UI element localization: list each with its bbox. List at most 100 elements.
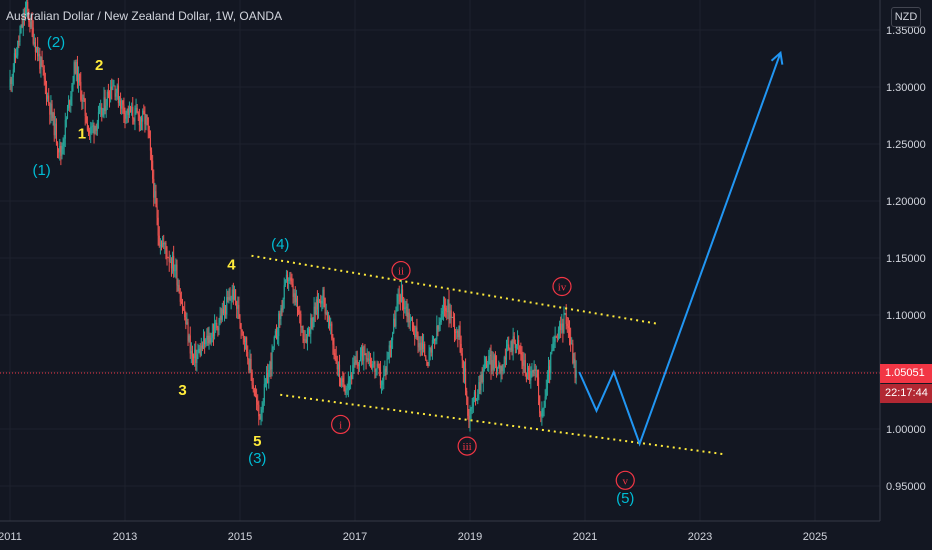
candle-down	[124, 113, 126, 119]
currency-button[interactable]: NZD	[891, 7, 921, 27]
candle-down	[525, 373, 527, 380]
candle-down	[343, 382, 345, 389]
candle-up	[233, 289, 236, 300]
candle-up	[35, 46, 38, 52]
candle-up	[126, 108, 128, 114]
candle-down	[117, 85, 119, 103]
candle-down	[111, 86, 113, 90]
red-wave-label: iii	[463, 441, 472, 453]
candle-up	[484, 359, 487, 364]
candle-up	[19, 33, 21, 43]
candle-down	[251, 372, 253, 386]
candle-up	[512, 336, 514, 352]
candle-up	[458, 325, 460, 338]
candle-up	[68, 100, 70, 109]
candle-down	[34, 42, 36, 52]
candle-down	[522, 361, 524, 366]
candle-up	[221, 309, 223, 320]
candle-down	[549, 366, 551, 374]
red-wave-label: ii	[398, 266, 404, 278]
candle-up	[347, 381, 349, 389]
candle-up	[395, 311, 397, 327]
candle-up	[131, 106, 133, 113]
candle-down	[53, 112, 55, 136]
candle-up	[90, 126, 92, 134]
candle-up	[52, 112, 54, 118]
candle-up	[361, 346, 363, 357]
candle-up	[348, 379, 351, 382]
red-wave-circle-icon	[457, 436, 477, 456]
candle-up	[118, 100, 121, 103]
candle-up	[272, 346, 274, 349]
candle-up	[208, 335, 210, 344]
candle-up	[393, 318, 395, 333]
candle-down	[479, 382, 481, 391]
candle-down	[468, 415, 470, 422]
trendlines[interactable]	[251, 254, 724, 456]
candle-up	[100, 107, 102, 110]
candle-down	[570, 336, 572, 345]
candle-up	[435, 339, 437, 341]
candle-down	[426, 359, 428, 366]
candle-up	[345, 389, 347, 394]
candle-down	[446, 311, 448, 313]
candle-down	[256, 395, 258, 402]
candle-up	[283, 285, 285, 299]
candle-down	[509, 348, 511, 350]
candle-down	[421, 342, 424, 350]
candle-up	[64, 119, 66, 139]
cyan-wave-label: (2)	[47, 34, 65, 51]
candle-up	[282, 298, 284, 311]
candle-up	[469, 410, 471, 422]
candle-down	[430, 347, 432, 353]
candle-up	[551, 349, 553, 353]
candle-up	[210, 337, 212, 343]
candle-down	[448, 299, 450, 321]
candle-up	[103, 97, 105, 109]
candle-down	[365, 355, 367, 360]
candle-down	[241, 330, 243, 332]
candle-down	[499, 364, 501, 374]
candle-down	[538, 377, 540, 396]
candle-up	[315, 299, 317, 315]
price-axis-labels: 1.35000 1.30000 1.25000 1.20000 1.15000 1.100…	[886, 25, 926, 493]
candle-up	[358, 360, 360, 367]
candle-down	[403, 300, 405, 310]
candle-down	[508, 344, 510, 349]
candle-down	[540, 413, 542, 417]
candle-down	[270, 361, 272, 370]
candle-down	[253, 389, 255, 396]
candle-up	[20, 24, 22, 34]
price-tick-label: 1.25000	[886, 139, 926, 151]
candle-up	[407, 312, 409, 317]
candle-up	[96, 122, 98, 131]
candle-up	[223, 305, 226, 313]
candle-down	[58, 148, 60, 153]
price-axis-panel[interactable]	[880, 0, 932, 550]
candle-down	[43, 69, 45, 79]
candle-up	[483, 363, 485, 369]
candle-down	[562, 323, 564, 333]
candle-up	[359, 356, 362, 361]
candle-up	[33, 42, 35, 44]
candle-down	[408, 312, 410, 323]
candle-up	[134, 108, 136, 122]
candle-down	[141, 117, 143, 122]
candle-up	[231, 289, 233, 300]
candle-up	[476, 398, 478, 402]
candle-up	[559, 323, 561, 330]
candle-down	[157, 217, 159, 236]
candle-up	[471, 406, 473, 409]
candle-down	[238, 305, 240, 319]
candle-down	[86, 122, 88, 131]
candle-down	[461, 353, 463, 361]
candle-down	[122, 100, 124, 105]
candle-down	[240, 323, 242, 331]
candle-up	[439, 322, 441, 325]
projection-path[interactable]	[578, 52, 782, 447]
candle-down	[534, 369, 536, 372]
time-axis-panel[interactable]	[0, 521, 932, 550]
candle-down	[29, 21, 31, 28]
candle-up	[470, 408, 472, 411]
